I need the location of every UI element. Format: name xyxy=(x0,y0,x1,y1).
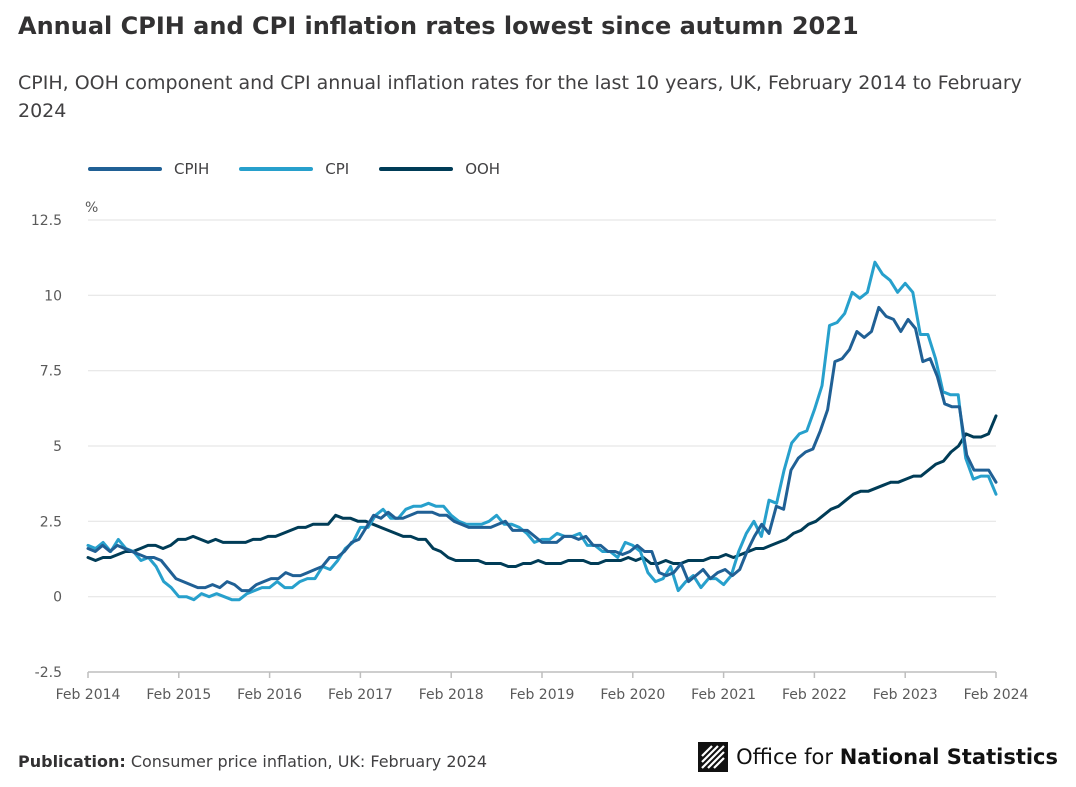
x-tick-label: Feb 2016 xyxy=(237,687,302,703)
y-tick-label: 12.5 xyxy=(31,213,62,229)
x-tick-label: Feb 2024 xyxy=(964,687,1029,703)
chart-title: Annual CPIH and CPI inflation rates lowe… xyxy=(18,12,859,40)
x-tick-label: Feb 2019 xyxy=(510,687,575,703)
series-line-ooh[interactable] xyxy=(86,414,998,568)
publication-link[interactable]: Consumer price inflation, UK: February 2… xyxy=(130,752,488,771)
x-tick-label: Feb 2022 xyxy=(782,687,847,703)
legend-item-ooh[interactable]: OOH xyxy=(379,160,500,178)
y-tick-label: 2.5 xyxy=(40,514,62,530)
y-tick-label: -2.5 xyxy=(35,665,62,681)
x-tick-label: Feb 2017 xyxy=(328,687,393,703)
legend-item-cpih[interactable]: CPIH xyxy=(88,160,209,178)
ons-logo-text: Office for National Statistics xyxy=(736,745,1058,769)
legend-label-cpi: CPI xyxy=(325,160,350,178)
x-tick-label: Feb 2018 xyxy=(419,687,484,703)
gridlines xyxy=(88,219,996,598)
legend-swatch-ooh xyxy=(379,167,454,171)
y-tick-label: 7.5 xyxy=(40,364,62,380)
logo-text-bold: National Statistics xyxy=(839,745,1058,769)
legend-swatch-cpih xyxy=(88,167,162,171)
publication-footer: Publication: Consumer price inflation, U… xyxy=(18,752,487,771)
x-tick-label: Feb 2023 xyxy=(873,687,938,703)
legend: CPIH CPI OOH xyxy=(88,158,530,180)
publication-label: Publication: xyxy=(18,752,126,771)
legend-item-cpi[interactable]: CPI xyxy=(239,160,349,178)
legend-swatch-cpi xyxy=(239,167,314,171)
legend-label-ooh: OOH xyxy=(465,160,501,178)
series-lines xyxy=(86,260,998,602)
x-tick-label: Feb 2021 xyxy=(691,687,756,703)
series-line-cpi[interactable] xyxy=(86,260,998,602)
x-tick-label: Feb 2015 xyxy=(146,687,211,703)
ons-logo-icon xyxy=(698,742,729,772)
series-line-cpih[interactable] xyxy=(86,305,998,593)
y-tick-label: 5 xyxy=(53,439,62,455)
x-tick-label: Feb 2014 xyxy=(56,687,121,703)
ons-logo[interactable]: Office for National Statistics xyxy=(698,742,1058,772)
y-axis-ticks: -2.5 0 2.5 5 7.5 10 12.5 xyxy=(31,213,62,681)
legend-label-cpih: CPIH xyxy=(174,160,210,178)
y-axis-unit-label: % xyxy=(85,200,98,216)
logo-text-regular: Office for xyxy=(736,745,834,769)
chart-subtitle: CPIH, OOH component and CPI annual infla… xyxy=(18,72,1022,122)
x-axis: Feb 2014 Feb 2015 Feb 2016 Feb 2017 Feb 2018… xyxy=(56,671,1029,703)
y-tick-label: 0 xyxy=(53,590,62,606)
x-tick-label: Feb 2020 xyxy=(600,687,665,703)
y-tick-label: 10 xyxy=(44,288,62,304)
